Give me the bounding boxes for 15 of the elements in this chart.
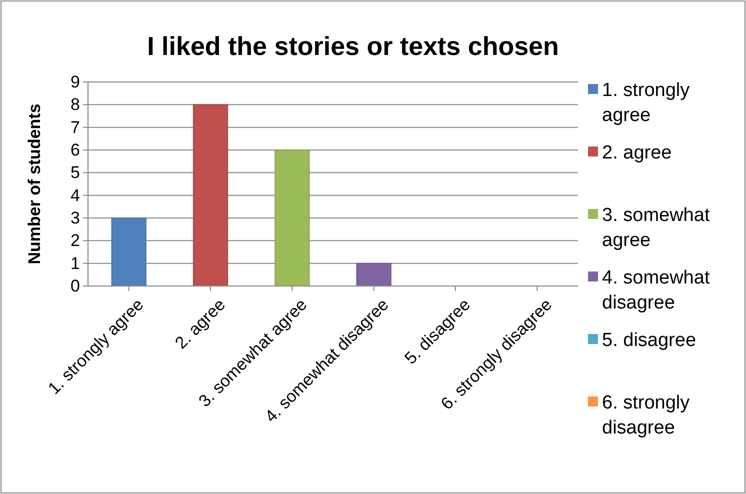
y-tick-label: 2 xyxy=(70,231,80,250)
y-tick-label: 4 xyxy=(70,186,80,205)
y-tick-label: 1 xyxy=(70,254,80,273)
y-tick-label: 3 xyxy=(70,208,80,228)
y-tick-label: 9 xyxy=(70,72,80,92)
chart-title: I liked the stories or texts chosen xyxy=(147,31,559,61)
legend-label: 1. strongly agree xyxy=(602,80,690,126)
y-axis-title: Number of students xyxy=(25,104,44,264)
legend-label: 3. somewhat agree xyxy=(602,205,710,251)
y-tick-label: 8 xyxy=(70,95,80,114)
y-tick-label: 7 xyxy=(70,118,80,137)
legend-label: 2. agree xyxy=(602,142,672,164)
y-tick-label: 6 xyxy=(70,140,80,160)
y-tick-label: 0 xyxy=(70,276,80,296)
y-tick-label: 5 xyxy=(70,163,80,182)
